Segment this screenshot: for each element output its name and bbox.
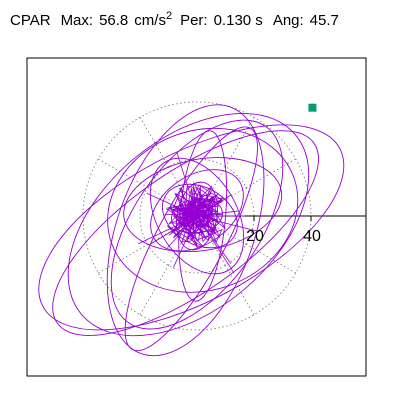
grid-spoke-330 — [246, 244, 296, 274]
tick-labels: 20 40 — [246, 228, 321, 245]
period-value: 0.130 s — [213, 12, 263, 29]
trace-loop-1 — [52, 130, 319, 336]
grid-spoke-60 — [225, 117, 255, 167]
trace-spike-0 — [149, 215, 198, 245]
component-label: CPAR — [10, 12, 51, 29]
trace-spike-16 — [168, 215, 198, 236]
trace-spike-15 — [176, 152, 198, 217]
max-unit-exponent: 2 — [165, 10, 173, 22]
grid-spoke-300 — [225, 265, 255, 315]
trace-loop-4 — [110, 119, 284, 330]
x-tick-label-40: 40 — [303, 228, 321, 245]
angle-value: 45.7 — [309, 12, 339, 29]
plot-frame — [26, 57, 367, 377]
chart-header: CPAR Max: 56.8 cm/s 2 Per: 0.130 s Ang: 4… — [10, 10, 400, 38]
trace-loop-3 — [106, 104, 265, 357]
grid-spoke-120 — [139, 117, 169, 167]
max-value: 56.8 — [99, 12, 129, 29]
peak-marker — [308, 103, 317, 112]
trace-spike-10 — [196, 215, 232, 264]
trace-loop-0 — [38, 124, 345, 331]
trace-spike-8 — [196, 190, 212, 217]
grid-spoke-240 — [139, 265, 169, 315]
trace-spike-3 — [169, 208, 198, 217]
angle-label: Ang: — [272, 12, 304, 29]
trace-loop-5 — [107, 127, 299, 293]
peak-marker-layer — [308, 103, 317, 112]
period-label: Per: — [180, 12, 208, 29]
trace-spike-9 — [196, 215, 235, 274]
trace-spike-1 — [164, 213, 198, 217]
trace-spike-13 — [173, 215, 198, 237]
trace-loop-6 — [124, 126, 258, 352]
trace-spike-7 — [196, 215, 259, 232]
motion-trace — [38, 104, 345, 357]
trace-loop-9 — [149, 157, 245, 275]
trace-loop-10 — [150, 169, 244, 252]
trace-spike-5 — [196, 194, 232, 217]
trace-core — [165, 181, 226, 249]
grid-spoke-210 — [98, 244, 148, 274]
max-label: Max: — [60, 12, 94, 29]
trace-spike-11 — [138, 215, 198, 245]
trace-spike-12 — [196, 210, 238, 217]
trace-loop-2 — [67, 112, 310, 337]
grid-spoke-inner-150 — [147, 187, 198, 217]
grid-spoke-150 — [98, 158, 148, 188]
trace-spike-6 — [146, 192, 198, 217]
trace-loop-7 — [123, 157, 283, 253]
trace-spike-14 — [167, 215, 198, 248]
x-tick-label-20: 20 — [246, 228, 264, 245]
max-unit: cm/s — [134, 12, 166, 29]
trace-spike-17 — [173, 215, 198, 268]
